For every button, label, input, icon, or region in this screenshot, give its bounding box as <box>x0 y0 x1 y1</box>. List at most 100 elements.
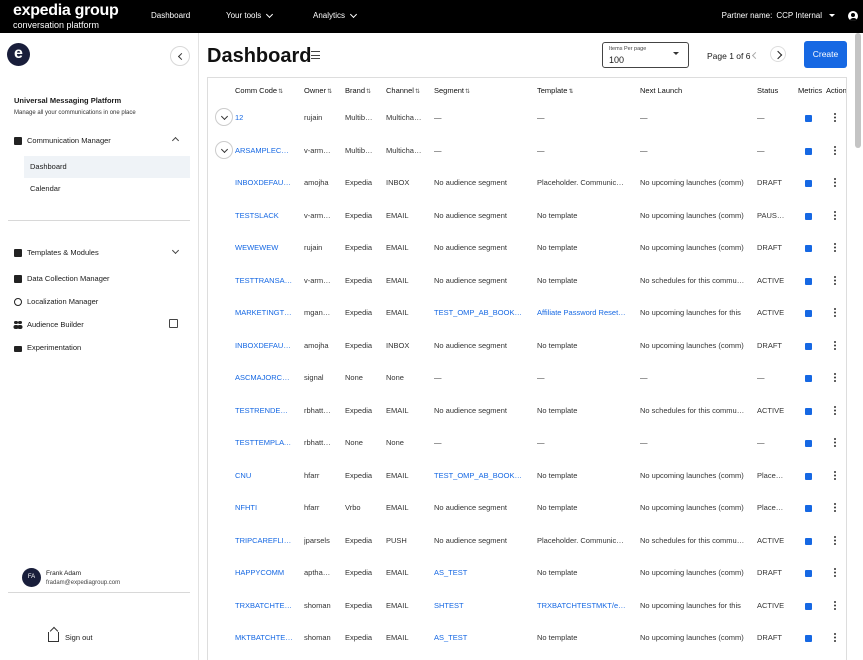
more-actions-icon[interactable] <box>834 178 836 187</box>
sidebar-item-data-collection[interactable]: Data Collection Manager <box>14 274 186 283</box>
metrics-chart-icon[interactable] <box>805 277 812 285</box>
cell-code[interactable]: TESTSLACK <box>235 210 279 220</box>
cell-code[interactable]: HAPPYCOMM <box>235 568 285 577</box>
user-account-icon[interactable] <box>848 11 858 21</box>
sign-out-button[interactable]: Sign out <box>48 632 93 642</box>
sidebar-item-templates-modules[interactable]: Templates & Modules <box>14 246 186 257</box>
metrics-chart-icon[interactable] <box>805 342 812 350</box>
metrics-chart-icon[interactable] <box>805 537 812 545</box>
cell-segment[interactable]: AS_TEST <box>434 568 468 577</box>
table-row[interactable]: TESTRENDERCOMM rbhattach Expedia EMAIL No au… <box>208 394 846 427</box>
cell-code[interactable]: ASCMAJORCTEST <box>235 373 293 382</box>
sidebar-item-audience-builder[interactable]: Audience Builder <box>14 319 186 329</box>
metrics-chart-icon[interactable] <box>805 570 812 577</box>
cell-template[interactable]: TRXBATCHTESTMKT/email <box>537 600 627 610</box>
sidebar-subitem-calendar[interactable]: Calendar <box>30 184 61 193</box>
table-row[interactable]: MARKETINGTEST mganesh Expedia EMAIL TEST_OMP… <box>208 296 846 329</box>
table-row[interactable]: TRIPCAREFLIGHT jparsels Expedia PUSH No audi… <box>208 524 846 557</box>
cell-code[interactable]: NFHTI <box>235 503 258 512</box>
cell-code[interactable]: MARKETINGTEST <box>235 308 293 317</box>
sidebar-item-communication-manager[interactable]: Communication Manager <box>14 136 186 145</box>
cell-code[interactable]: TESTRENDERCOMM <box>235 405 293 415</box>
sidebar-item-experimentation[interactable]: Experimentation <box>14 343 186 352</box>
page-scrollbar[interactable] <box>855 33 861 148</box>
more-actions-icon[interactable] <box>834 405 836 415</box>
table-row[interactable]: ARSAMPLECOMM v-armaan Multibrand Multichann… <box>208 134 846 167</box>
cell-segment[interactable]: TEST_OMP_AB_BOOKING <box>434 470 522 480</box>
expand-row-button[interactable] <box>215 108 233 126</box>
metrics-chart-icon[interactable] <box>805 407 812 415</box>
create-button[interactable]: Create <box>804 41 847 68</box>
cell-code[interactable]: 12 <box>235 113 244 122</box>
table-row[interactable]: 12 rujain Multibrand Multichannel — — — — <box>208 101 846 134</box>
more-actions-icon[interactable] <box>834 340 836 350</box>
more-actions-icon[interactable] <box>834 535 836 545</box>
collapse-sidebar-button[interactable] <box>170 46 190 66</box>
expand-row-button[interactable] <box>215 140 233 159</box>
metrics-chart-icon[interactable] <box>805 180 812 187</box>
cell-code[interactable]: TRXBATCHTEST <box>235 600 293 610</box>
chevron-left-icon[interactable] <box>751 51 760 60</box>
cell-code[interactable]: INBOXDEFAULTCOMM <box>235 178 293 187</box>
cell-code[interactable]: CNU <box>235 470 252 480</box>
table-row[interactable]: TESTTEMPLATECOMM rbhattach None None — — — — <box>208 426 846 459</box>
more-actions-icon[interactable] <box>834 438 836 447</box>
column-header-segment[interactable]: Segment⇅ <box>434 86 470 95</box>
cell-code[interactable]: INBOXDEFAULT1 <box>235 340 293 350</box>
table-row[interactable]: INBOXDEFAULTCOMM amojha Expedia INBOX No aud… <box>208 166 846 199</box>
more-actions-icon[interactable] <box>834 145 836 155</box>
avatar[interactable]: FA <box>22 568 41 587</box>
column-header-brand[interactable]: Brand⇅ <box>345 86 371 95</box>
filter-settings-icon[interactable] <box>311 51 321 60</box>
metrics-chart-icon[interactable] <box>805 245 812 252</box>
metrics-chart-icon[interactable] <box>805 212 812 220</box>
table-row[interactable]: NFHTI hfarr Vrbo EMAIL No audience segment No… <box>208 491 846 524</box>
cell-segment[interactable]: TEST_OMP_AB_BOOKING <box>434 308 522 317</box>
more-actions-icon[interactable] <box>834 275 836 285</box>
sidebar-subitem-dashboard[interactable]: Dashboard <box>24 156 190 178</box>
cell-segment[interactable]: SHTEST <box>434 600 464 610</box>
more-actions-icon[interactable] <box>834 503 836 512</box>
table-row[interactable]: TRXBATCHTEST shoman Expedia EMAIL SHTEST TRXB… <box>208 589 846 622</box>
external-link-icon[interactable] <box>169 319 178 328</box>
more-actions-icon[interactable] <box>834 600 836 610</box>
nav-analytics[interactable]: Analytics <box>313 10 358 20</box>
table-row[interactable]: MKTBATCHTEST shoman Expedia EMAIL AS_TEST No … <box>208 621 846 654</box>
cell-code[interactable]: TESTTRANSACTIONAL <box>235 275 293 285</box>
cell-code[interactable]: TESTTEMPLATECOMM <box>235 438 293 447</box>
table-row[interactable]: INBOXDEFAULT1 amojha Expedia INBOX No audien… <box>208 329 846 362</box>
more-actions-icon[interactable] <box>834 633 836 642</box>
cell-code[interactable]: WEWEWEW <box>235 243 279 252</box>
items-per-page-select[interactable]: Items Per page 100 <box>602 42 689 68</box>
metrics-chart-icon[interactable] <box>805 440 812 447</box>
metrics-chart-icon[interactable] <box>805 472 812 480</box>
more-actions-icon[interactable] <box>834 308 836 317</box>
metrics-chart-icon[interactable] <box>805 505 812 512</box>
table-row[interactable]: CNU hfarr Expedia EMAIL TEST_OMP_AB_BOOKING N… <box>208 459 846 492</box>
metrics-chart-icon[interactable] <box>805 635 812 642</box>
cell-code[interactable]: MKTBATCHTEST <box>235 633 293 642</box>
column-header-comm-code[interactable]: Comm Code⇅ <box>235 86 283 95</box>
column-header-channel[interactable]: Channel⇅ <box>386 86 420 95</box>
nav-your-tools[interactable]: Your tools <box>226 10 274 20</box>
metrics-chart-icon[interactable] <box>805 602 812 610</box>
next-page-button[interactable] <box>770 46 786 62</box>
table-row[interactable]: HAPPYCOMM apthakur Expedia EMAIL AS_TEST No t… <box>208 556 846 589</box>
cell-template[interactable]: Affiliate Password Reset Template <box>537 308 627 317</box>
sidebar-item-localization[interactable]: Localization Manager <box>14 297 186 306</box>
more-actions-icon[interactable] <box>834 373 836 382</box>
more-actions-icon[interactable] <box>834 210 836 220</box>
table-row[interactable]: ASCMAJORCTEST signal None None — — — — <box>208 361 846 394</box>
more-actions-icon[interactable] <box>834 243 836 252</box>
table-row[interactable]: WEWEWEW rujain Expedia EMAIL No audience seg… <box>208 231 846 264</box>
more-actions-icon[interactable] <box>834 470 836 480</box>
metrics-chart-icon[interactable] <box>805 375 812 382</box>
column-header-template[interactable]: Template⇅ <box>537 86 573 95</box>
table-row[interactable]: TESTSLACK v-armaan Expedia EMAIL No audience… <box>208 199 846 232</box>
cell-code[interactable]: ARSAMPLECOMM <box>235 145 293 155</box>
cell-code[interactable]: TRIPCAREFLIGHT <box>235 535 293 545</box>
nav-dashboard[interactable]: Dashboard <box>151 11 190 20</box>
metrics-chart-icon[interactable] <box>805 115 812 122</box>
metrics-chart-icon[interactable] <box>805 310 812 317</box>
metrics-chart-icon[interactable] <box>805 147 812 155</box>
